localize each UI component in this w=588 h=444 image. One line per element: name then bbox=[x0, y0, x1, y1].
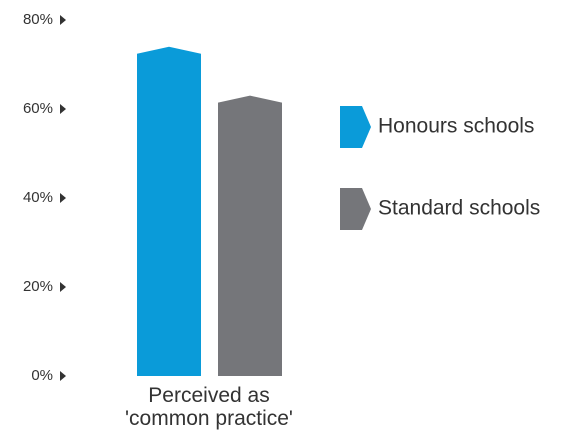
y-tick-label: 20% bbox=[23, 278, 53, 295]
legend-marker bbox=[340, 188, 371, 230]
legend-marker bbox=[340, 106, 371, 148]
tick-mark bbox=[60, 15, 66, 25]
y-tick-label: 60% bbox=[23, 100, 53, 117]
bar bbox=[137, 46, 201, 376]
bar bbox=[218, 95, 282, 377]
tick-mark bbox=[60, 104, 66, 114]
tick-mark bbox=[60, 193, 66, 203]
y-tick-label: 80% bbox=[23, 11, 53, 28]
tick-mark bbox=[60, 282, 66, 292]
tick-mark bbox=[60, 371, 66, 381]
y-tick-label: 0% bbox=[31, 367, 53, 384]
legend-label: Honours schools bbox=[378, 115, 534, 138]
legend-label: Standard schools bbox=[378, 197, 540, 220]
y-tick-label: 40% bbox=[23, 189, 53, 206]
x-tick-label: Perceived as 'common practice' bbox=[125, 384, 293, 430]
